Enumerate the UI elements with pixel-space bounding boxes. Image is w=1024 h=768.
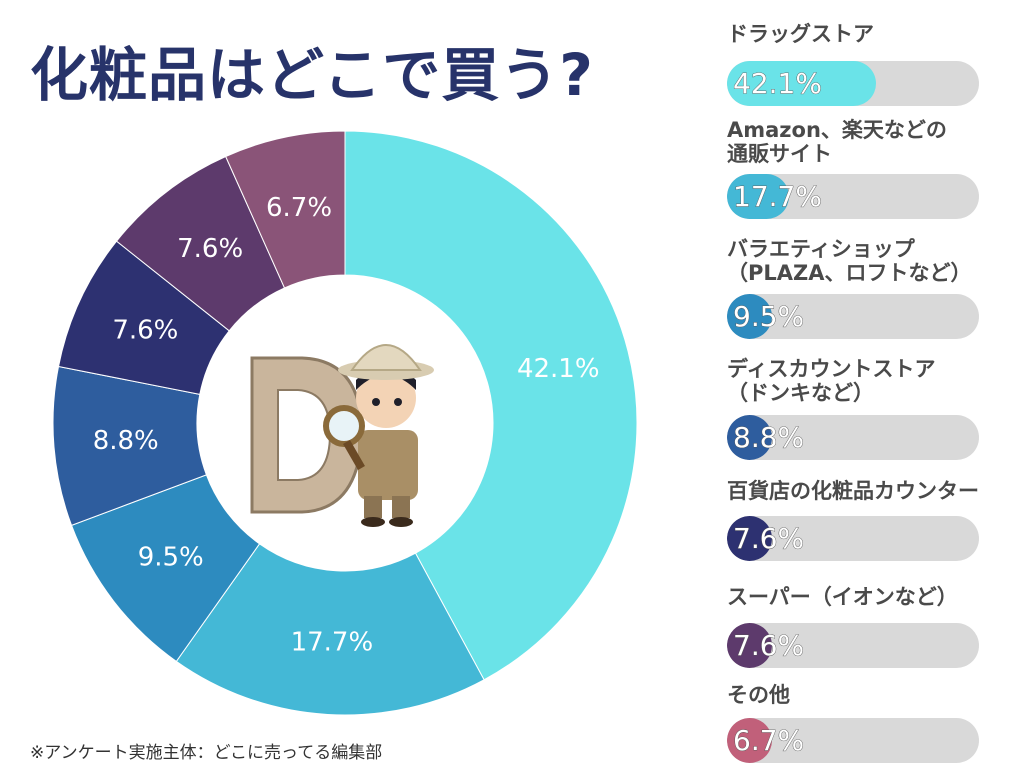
legend-category-label-6: その他 <box>727 683 790 707</box>
legend-category-label-1: Amazon、楽天などの 通販サイト <box>727 118 947 166</box>
legend-bar-value-4: 7.6% <box>733 522 805 556</box>
legend-bar-track-6: 6.7% <box>727 718 979 763</box>
slice-value-label-1: 17.7% <box>291 628 374 658</box>
legend-bar-track-3: 8.8% <box>727 415 979 460</box>
legend-bar-fill-3 <box>727 415 772 460</box>
donut-slice-6 <box>225 130 346 289</box>
legend-bar-track-4: 7.6% <box>727 516 979 561</box>
legend-bar-value-1: 17.7% <box>733 180 823 214</box>
legend-bar-fill-0 <box>727 61 876 106</box>
slice-value-label-2: 9.5% <box>138 542 204 572</box>
legend-bar-fill-5 <box>727 623 772 668</box>
legend-bar-value-0: 42.1% <box>733 67 823 101</box>
legend-bar-fill-6 <box>727 718 772 763</box>
footnote: ※アンケート実施主体：どこに売ってる編集部 <box>30 743 383 763</box>
chart-title: 化粧品はどこで買う? <box>30 41 594 109</box>
slice-value-label-3: 8.8% <box>93 426 159 456</box>
legend-bar-fill-2 <box>727 294 772 339</box>
legend-bar-track-1: 17.7% <box>727 174 979 219</box>
legend-bar-value-3: 8.8% <box>733 421 805 455</box>
legend-bar-value-6: 6.7% <box>733 724 805 758</box>
legend-bar-fill-1 <box>727 174 790 219</box>
legend-bar-track-0: 42.1% <box>727 61 979 106</box>
slice-value-label-0: 42.1% <box>517 354 600 384</box>
legend-bar-value-2: 9.5% <box>733 300 805 334</box>
legend-category-label-4: 百貨店の化粧品カウンター <box>727 479 979 503</box>
legend-bar-track-5: 7.6% <box>727 623 979 668</box>
legend-bar-value-5: 7.6% <box>733 629 805 663</box>
legend-bar-track-2: 9.5% <box>727 294 979 339</box>
slice-value-label-4: 7.6% <box>112 316 178 346</box>
donut-slice-1 <box>175 543 485 716</box>
legend-category-label-2: バラエティショップ （PLAZA、ロフトなど） <box>727 237 972 285</box>
explorer-mascot-icon <box>250 344 434 527</box>
donut-slice-0 <box>344 130 638 681</box>
slice-value-label-5: 7.6% <box>177 234 243 264</box>
donut-chart: 42.1% 17.7% 9.5% 8.8% 7.6% 7.6% 6.7% <box>52 130 638 716</box>
legend-category-label-3: ディスカウントストア （ドンキなど） <box>727 357 936 405</box>
legend-category-label-5: スーパー（イオンなど） <box>727 585 958 609</box>
slice-value-label-6: 6.7% <box>266 193 332 223</box>
legend-bar-fill-4 <box>727 516 772 561</box>
legend-category-label-0: ドラッグストア <box>727 22 874 46</box>
